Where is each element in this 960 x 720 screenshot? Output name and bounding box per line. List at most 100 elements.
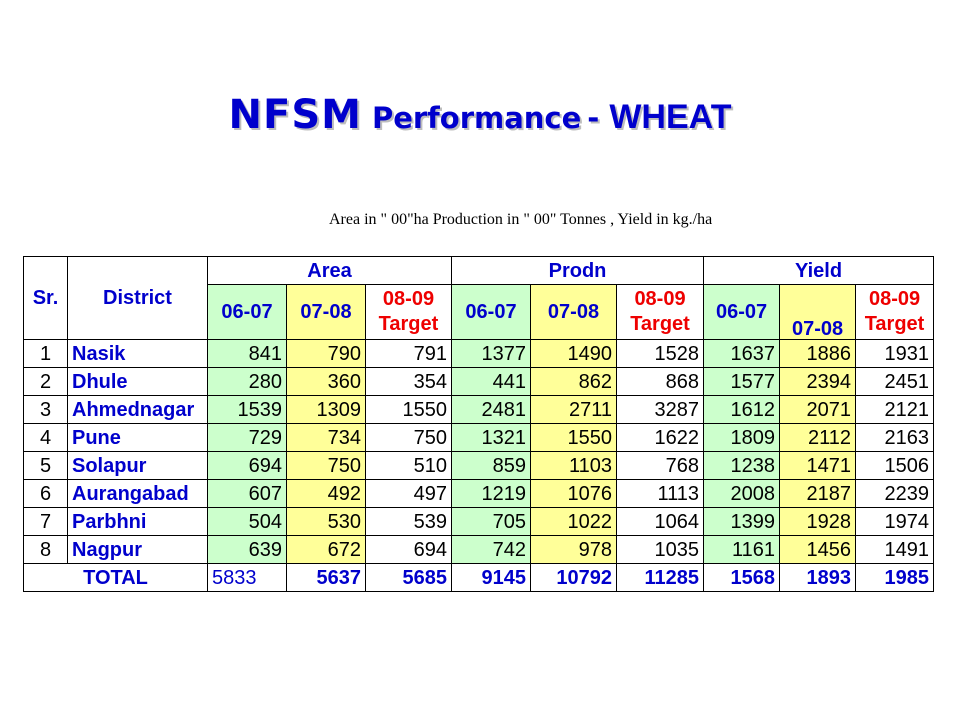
value-cell-y3: 1491 — [855, 535, 935, 564]
value-cell-y3: 2451 — [855, 367, 935, 396]
prodn-target-year: 08-09 — [634, 288, 686, 310]
value-cell-a1: 280 — [207, 367, 287, 396]
value-cell-y2: 1886 — [779, 339, 857, 368]
value-cell-p2: 1550 — [530, 423, 617, 452]
sr-cell: 2 — [23, 367, 68, 396]
yield-year-target: 08-09 Target — [855, 284, 935, 340]
value-cell-y3: 1506 — [855, 451, 935, 480]
total-cell-a3: 5685 — [365, 563, 452, 592]
value-cell-y3: 1931 — [855, 339, 935, 368]
value-cell-p1: 742 — [451, 535, 531, 564]
page-title: NFSM Performance - WHEAT — [229, 92, 732, 138]
table-row: 8 Nagpur 639 672 694 742 978 1035 1161 1456 1491 — [23, 535, 935, 564]
value-cell-p1: 1219 — [451, 479, 531, 508]
area-year-0708: 07-08 — [286, 284, 366, 340]
value-cell-p3: 1035 — [615, 535, 705, 564]
sr-cell: 4 — [23, 423, 68, 452]
value-cell-y2: 2112 — [779, 423, 857, 452]
value-cell-y3: 2121 — [855, 395, 935, 424]
value-cell-p3: 868 — [615, 367, 705, 396]
total-row: TOTAL 5833 5637 5685 9145 10792 11285 1568 1893 1… — [23, 563, 935, 592]
value-cell-p2: 2711 — [530, 395, 617, 424]
title-dash: - — [587, 101, 600, 135]
total-label: TOTAL — [23, 563, 208, 592]
value-cell-y1: 1577 — [703, 367, 781, 396]
value-cell-y3: 2163 — [855, 423, 935, 452]
district-cell: Ahmednagar — [67, 395, 208, 424]
title-performance: Performance — [371, 101, 582, 135]
value-cell-p3: 1622 — [615, 423, 705, 452]
group-header-row: Sr. District Area Prodn Yield — [23, 256, 935, 340]
value-cell-y2: 2187 — [779, 479, 857, 508]
value-cell-y1: 1161 — [703, 535, 781, 564]
value-cell-p1: 1321 — [451, 423, 531, 452]
value-cell-p1: 2481 — [451, 395, 531, 424]
district-cell: Pune — [67, 423, 208, 452]
value-cell-a1: 639 — [207, 535, 287, 564]
sr-cell: 6 — [23, 479, 68, 508]
yield-target-label: Target — [864, 313, 925, 335]
value-cell-p2: 1103 — [530, 451, 617, 480]
value-cell-y1: 1238 — [703, 451, 781, 480]
sr-cell: 7 — [23, 507, 68, 536]
area-year-0607: 06-07 — [207, 284, 287, 340]
value-cell-a3: 694 — [365, 535, 452, 564]
district-cell: Parbhni — [67, 507, 208, 536]
value-cell-a2: 530 — [286, 507, 366, 536]
prodn-year-target: 08-09 Target — [615, 284, 705, 340]
value-cell-p3: 768 — [615, 451, 705, 480]
value-cell-y2: 1456 — [779, 535, 857, 564]
value-cell-a2: 734 — [286, 423, 366, 452]
value-cell-p2: 1490 — [530, 339, 617, 368]
title-wheat: WHEAT — [609, 98, 732, 136]
performance-table: Sr. District Area Prodn Yield 06-07 07-0… — [23, 256, 935, 592]
value-cell-a3: 791 — [365, 339, 452, 368]
total-cell-y1: 1568 — [703, 563, 781, 592]
yield-year-0708: 07-08 — [779, 284, 857, 340]
value-cell-a3: 510 — [365, 451, 452, 480]
value-cell-a1: 841 — [207, 339, 287, 368]
district-header: District — [67, 256, 208, 340]
total-cell-a2: 5637 — [286, 563, 366, 592]
value-cell-y2: 2394 — [779, 367, 857, 396]
value-cell-a2: 790 — [286, 339, 366, 368]
area-year-target: 08-09 Target — [365, 284, 452, 340]
units-note: Area in " 00"ha Production in " 00" Tonn… — [329, 211, 713, 228]
yield-year-0607: 06-07 — [703, 284, 781, 340]
value-cell-a2: 672 — [286, 535, 366, 564]
area-header: Area — [207, 256, 452, 285]
value-cell-p3: 3287 — [615, 395, 705, 424]
prodn-target-label: Target — [630, 313, 690, 335]
value-cell-a3: 1550 — [365, 395, 452, 424]
district-cell: Nagpur — [67, 535, 208, 564]
value-cell-y1: 2008 — [703, 479, 781, 508]
value-cell-y3: 2239 — [855, 479, 935, 508]
sr-cell: 3 — [23, 395, 68, 424]
value-cell-p3: 1064 — [615, 507, 705, 536]
sr-cell: 1 — [23, 339, 68, 368]
sr-header: Sr. — [23, 256, 68, 340]
district-cell: Nasik — [67, 339, 208, 368]
value-cell-y2: 1928 — [779, 507, 857, 536]
total-cell-p3: 11285 — [615, 563, 705, 592]
table-row: 3 Ahmednagar 1539 1309 1550 2481 2711 3287 1612 2… — [23, 395, 935, 424]
table-row: 2 Dhule 280 360 354 441 862 868 1577 2394 2451 — [23, 367, 935, 396]
total-cell-y3: 1985 — [855, 563, 935, 592]
title-nfsm: NFSM — [228, 92, 362, 138]
district-cell: Solapur — [67, 451, 208, 480]
value-cell-a1: 1539 — [207, 395, 287, 424]
value-cell-p2: 1076 — [530, 479, 617, 508]
table-row: 6 Aurangabad 607 492 497 1219 1076 1113 2008 2187… — [23, 479, 935, 508]
value-cell-y1: 1637 — [703, 339, 781, 368]
value-cell-a3: 539 — [365, 507, 452, 536]
value-cell-p3: 1113 — [615, 479, 705, 508]
sr-cell: 5 — [23, 451, 68, 480]
value-cell-a1: 694 — [207, 451, 287, 480]
sr-cell: 8 — [23, 535, 68, 564]
value-cell-a2: 1309 — [286, 395, 366, 424]
prodn-year-0607: 06-07 — [451, 284, 531, 340]
area-target-year: 08-09 — [382, 288, 435, 310]
table-row: 1 Nasik 841 790 791 1377 1490 1528 1637 1886 1931 — [23, 339, 935, 368]
prodn-header: Prodn — [450, 256, 705, 285]
value-cell-p1: 705 — [451, 507, 531, 536]
